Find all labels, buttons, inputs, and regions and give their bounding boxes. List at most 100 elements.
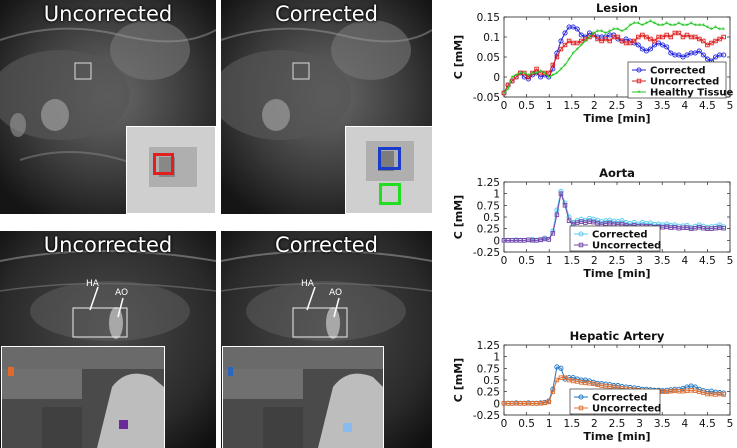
y-axis-label: C [mM] [452, 35, 465, 79]
data-point [631, 38, 637, 44]
data-point [692, 388, 698, 393]
data-point [692, 34, 698, 40]
data-point [558, 375, 564, 380]
data-point [676, 225, 682, 231]
data-point [684, 52, 690, 58]
data-point [562, 203, 568, 208]
x-tick-label: 1.5 [563, 418, 580, 430]
data-point [587, 34, 592, 40]
data-point: * [523, 70, 527, 78]
data-point: * [592, 30, 596, 38]
data-point [680, 54, 686, 60]
data-point [546, 399, 551, 405]
data-point [558, 38, 564, 44]
data-point [700, 52, 706, 58]
data-point [522, 401, 527, 406]
legend-marker [636, 78, 642, 84]
data-point: * [543, 70, 547, 78]
data-point [574, 220, 580, 225]
x-tick-label: 0.5 [518, 100, 535, 112]
data-point [603, 36, 608, 42]
data-point: * [661, 22, 665, 30]
legend-label: Uncorrected [592, 404, 661, 415]
panel-title-uncorrected: Uncorrected [43, 2, 173, 26]
data-point: * [681, 22, 685, 30]
data-point: * [722, 26, 726, 34]
data-point [656, 34, 661, 40]
data-point [566, 218, 572, 223]
data-point: * [588, 34, 592, 42]
data-point: * [628, 22, 632, 30]
legend-label: Corrected [592, 230, 648, 241]
data-point [721, 34, 726, 40]
data-point [717, 391, 722, 397]
data-point: * [620, 28, 624, 36]
data-point: * [519, 70, 523, 78]
data-point [574, 40, 580, 46]
data-point [652, 38, 657, 44]
data-point [554, 377, 560, 383]
y-tick-label: 0 [493, 398, 500, 410]
x-tick-label: 4.5 [699, 100, 716, 112]
x-tick-label: 3 [636, 418, 643, 430]
x-tick-label: 0.5 [518, 255, 535, 267]
data-point [550, 389, 556, 394]
legend-marker [578, 231, 584, 237]
data-point [562, 42, 568, 48]
data-point: * [559, 66, 563, 74]
data-point: * [718, 26, 722, 34]
data-point [697, 389, 702, 394]
x-tick-label: 4 [681, 100, 688, 112]
roi-green [379, 183, 401, 205]
data-point [501, 90, 507, 96]
data-point [704, 56, 710, 62]
data-point: * [636, 20, 640, 28]
data-point: * [531, 70, 535, 78]
data-point [595, 220, 600, 226]
data-point: * [673, 22, 677, 30]
x-tick-label: 0 [501, 100, 508, 112]
data-point [635, 42, 641, 48]
data-point [574, 379, 580, 384]
panel-title-corrected: Corrected [275, 2, 378, 26]
data-point: * [669, 22, 673, 30]
data-point [558, 46, 564, 52]
data-point [709, 226, 714, 231]
data-point [566, 377, 572, 383]
data-point [684, 225, 690, 230]
data-point: * [608, 28, 612, 36]
data-point [627, 40, 633, 46]
data-point: * [604, 30, 608, 38]
data-point [709, 391, 714, 397]
data-point [534, 238, 539, 243]
data-point: * [645, 20, 649, 28]
data-point [558, 365, 564, 371]
y-tick-label: 0.25 [477, 224, 500, 236]
data-point [701, 390, 706, 395]
legend-label: Corrected [592, 393, 648, 404]
legend-label: Healthy Tissue [650, 88, 733, 99]
data-point [697, 225, 702, 230]
chart-title: Hepatic Artery [570, 329, 665, 343]
zoom-inset-lesion-corrected [345, 126, 432, 214]
data-point [644, 34, 649, 40]
data-point [558, 191, 564, 196]
series-line-uncorrected [503, 32, 724, 94]
data-point [583, 220, 588, 225]
data-point: * [641, 22, 645, 30]
data-point [505, 238, 511, 243]
x-tick-label: 0 [501, 418, 508, 430]
series-line-uncorrected [504, 191, 724, 241]
data-point [518, 238, 523, 243]
mri-bottom-left: Uncorrected HA AO [0, 231, 216, 448]
data-point [513, 238, 519, 243]
data-point [595, 382, 600, 387]
data-point: * [698, 22, 702, 30]
x-tick-label: 1.5 [563, 100, 580, 112]
data-point [570, 24, 576, 30]
data-point: * [702, 22, 706, 30]
x-tick-label: 2 [591, 100, 598, 112]
x-tick-label: 2.5 [609, 100, 626, 112]
